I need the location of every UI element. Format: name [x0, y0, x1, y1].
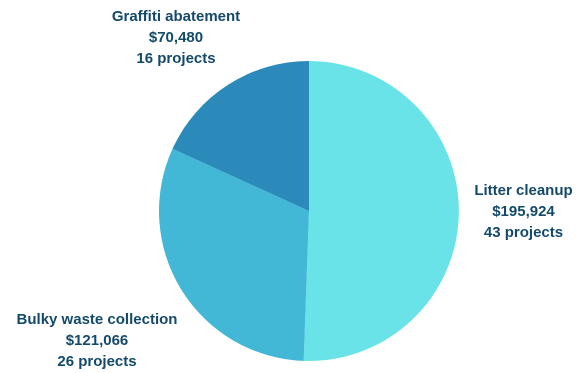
slice-projects: 16 projects: [136, 50, 216, 67]
slice-name: Bulky waste collection: [16, 311, 178, 328]
slice-label-litter-cleanup: Litter cleanup $195,924 43 projects: [466, 180, 581, 243]
pie-slice-bulky-waste-collection: [158, 148, 309, 361]
slice-label-graffiti-abatement: Graffiti abatement $70,480 16 projects: [92, 6, 260, 69]
pie-slice-graffiti-abatement: [172, 61, 309, 211]
slice-projects: 26 projects: [57, 353, 137, 370]
slice-value: $121,066: [65, 332, 129, 349]
slice-name: Graffiti abatement: [111, 8, 241, 25]
slice-value: $195,924: [492, 203, 555, 220]
slice-value: $70,480: [148, 29, 204, 46]
pie-slice-litter-cleanup: [303, 61, 459, 361]
slice-label-bulky-waste-collection: Bulky waste collection $121,066 26 proje…: [0, 309, 194, 372]
slice-name: Litter cleanup: [474, 182, 573, 199]
slice-projects: 43 projects: [483, 224, 564, 241]
